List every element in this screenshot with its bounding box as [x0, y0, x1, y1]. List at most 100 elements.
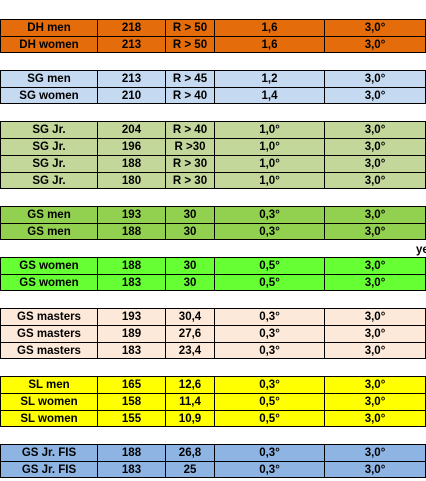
- length-cell[interactable]: 196: [97, 139, 165, 155]
- side-angle-cell[interactable]: 3,0°: [324, 71, 426, 87]
- radius-cell[interactable]: 26,8: [165, 445, 214, 461]
- radius-cell[interactable]: R > 45: [165, 71, 214, 87]
- radius-cell[interactable]: 30: [165, 258, 214, 274]
- base-angle-cell[interactable]: 0,3°: [214, 224, 324, 240]
- ski-type-cell[interactable]: GS masters: [0, 309, 97, 325]
- base-angle-cell[interactable]: 0,3°: [214, 445, 324, 461]
- side-angle-cell[interactable]: 3,0°: [324, 139, 426, 155]
- base-angle-cell[interactable]: 1,0°: [214, 173, 324, 189]
- side-angle-cell[interactable]: 3,0°: [324, 309, 426, 325]
- ski-type-cell[interactable]: GS Jr. FIS: [0, 462, 97, 478]
- side-angle-cell[interactable]: 3,0°: [324, 343, 426, 359]
- length-cell[interactable]: 210: [97, 88, 165, 104]
- base-angle-cell[interactable]: 0,5°: [214, 275, 324, 291]
- base-angle-cell[interactable]: 1,6: [214, 20, 324, 36]
- ski-type-cell[interactable]: DH women: [0, 37, 97, 53]
- base-angle-cell[interactable]: 1,6: [214, 37, 324, 53]
- length-cell[interactable]: 188: [97, 445, 165, 461]
- radius-cell[interactable]: 30,4: [165, 309, 214, 325]
- base-angle-cell[interactable]: 0,5°: [214, 258, 324, 274]
- radius-cell[interactable]: 23,4: [165, 343, 214, 359]
- ski-type-cell[interactable]: GS women: [0, 275, 97, 291]
- ski-type-cell[interactable]: GS Jr. FIS: [0, 445, 97, 461]
- ski-type-cell[interactable]: SL women: [0, 411, 97, 427]
- length-cell[interactable]: 155: [97, 411, 165, 427]
- radius-cell[interactable]: 30: [165, 224, 214, 240]
- length-cell[interactable]: 188: [97, 258, 165, 274]
- length-cell[interactable]: 218: [97, 20, 165, 36]
- radius-cell[interactable]: 11,4: [165, 394, 214, 410]
- radius-cell[interactable]: 27,6: [165, 326, 214, 342]
- length-cell[interactable]: 213: [97, 37, 165, 53]
- ski-type-cell[interactable]: SL men: [0, 377, 97, 393]
- length-cell[interactable]: 180: [97, 173, 165, 189]
- ski-type-cell[interactable]: SL women: [0, 394, 97, 410]
- base-angle-cell[interactable]: 1,4: [214, 88, 324, 104]
- base-angle-cell[interactable]: 0,3°: [214, 207, 324, 223]
- side-angle-cell[interactable]: 3,0°: [324, 37, 426, 53]
- radius-cell[interactable]: R > 30: [165, 173, 214, 189]
- radius-cell[interactable]: R > 40: [165, 122, 214, 138]
- radius-cell[interactable]: R > 40: [165, 88, 214, 104]
- base-angle-cell[interactable]: 0,3°: [214, 462, 324, 478]
- ski-type-cell[interactable]: SG men: [0, 71, 97, 87]
- length-cell[interactable]: 183: [97, 343, 165, 359]
- side-angle-cell[interactable]: 3,0°: [324, 411, 426, 427]
- length-cell[interactable]: 189: [97, 326, 165, 342]
- side-angle-cell[interactable]: 3,0°: [324, 207, 426, 223]
- ski-type-cell[interactable]: GS masters: [0, 326, 97, 342]
- radius-cell[interactable]: R > 30: [165, 156, 214, 172]
- side-angle-cell[interactable]: 3,0°: [324, 122, 426, 138]
- ski-type-cell[interactable]: SG Jr.: [0, 139, 97, 155]
- length-cell[interactable]: 183: [97, 275, 165, 291]
- base-angle-cell[interactable]: 0,5°: [214, 394, 324, 410]
- radius-cell[interactable]: 30: [165, 207, 214, 223]
- radius-cell[interactable]: R > 50: [165, 37, 214, 53]
- length-cell[interactable]: 204: [97, 122, 165, 138]
- side-angle-cell[interactable]: 3,0°: [324, 275, 426, 291]
- ski-type-cell[interactable]: GS masters: [0, 343, 97, 359]
- length-cell[interactable]: 213: [97, 71, 165, 87]
- length-cell[interactable]: 193: [97, 309, 165, 325]
- ski-type-cell[interactable]: SG Jr.: [0, 156, 97, 172]
- radius-cell[interactable]: R > 50: [165, 20, 214, 36]
- side-angle-cell[interactable]: 3,0°: [324, 88, 426, 104]
- length-cell[interactable]: 165: [97, 377, 165, 393]
- base-angle-cell[interactable]: 1,0°: [214, 156, 324, 172]
- base-angle-cell[interactable]: 1,0°: [214, 139, 324, 155]
- side-angle-cell[interactable]: 3,0°: [324, 445, 426, 461]
- ski-type-cell[interactable]: GS men: [0, 224, 97, 240]
- base-angle-cell[interactable]: 0,3°: [214, 309, 324, 325]
- side-angle-cell[interactable]: 3,0°: [324, 326, 426, 342]
- side-angle-cell[interactable]: 3,0°: [324, 20, 426, 36]
- ski-type-cell[interactable]: GS men: [0, 207, 97, 223]
- side-angle-cell[interactable]: 3,0°: [324, 394, 426, 410]
- radius-cell[interactable]: R >30: [165, 139, 214, 155]
- side-angle-cell[interactable]: 3,0°: [324, 462, 426, 478]
- radius-cell[interactable]: 12,6: [165, 377, 214, 393]
- side-angle-cell[interactable]: 3,0°: [324, 258, 426, 274]
- length-cell[interactable]: 188: [97, 156, 165, 172]
- ski-type-cell[interactable]: SG women: [0, 88, 97, 104]
- side-angle-cell[interactable]: 3,0°: [324, 377, 426, 393]
- base-angle-cell[interactable]: 0,5°: [214, 411, 324, 427]
- side-angle-cell[interactable]: 3,0°: [324, 156, 426, 172]
- ski-type-cell[interactable]: SG Jr.: [0, 122, 97, 138]
- side-angle-cell[interactable]: 3,0°: [324, 173, 426, 189]
- side-angle-cell[interactable]: 3,0°: [324, 224, 426, 240]
- base-angle-cell[interactable]: 0,3°: [214, 377, 324, 393]
- base-angle-cell[interactable]: 1,2: [214, 71, 324, 87]
- base-angle-cell[interactable]: 0,3°: [214, 343, 324, 359]
- radius-cell[interactable]: 30: [165, 275, 214, 291]
- length-cell[interactable]: 158: [97, 394, 165, 410]
- radius-cell[interactable]: 25: [165, 462, 214, 478]
- length-cell[interactable]: 188: [97, 224, 165, 240]
- radius-cell[interactable]: 10,9: [165, 411, 214, 427]
- base-angle-cell[interactable]: 1,0°: [214, 122, 324, 138]
- ski-type-cell[interactable]: DH men: [0, 20, 97, 36]
- ski-type-cell[interactable]: SG Jr.: [0, 173, 97, 189]
- ski-type-cell[interactable]: GS women: [0, 258, 97, 274]
- base-angle-cell[interactable]: 0,3°: [214, 326, 324, 342]
- length-cell[interactable]: 193: [97, 207, 165, 223]
- length-cell[interactable]: 183: [97, 462, 165, 478]
